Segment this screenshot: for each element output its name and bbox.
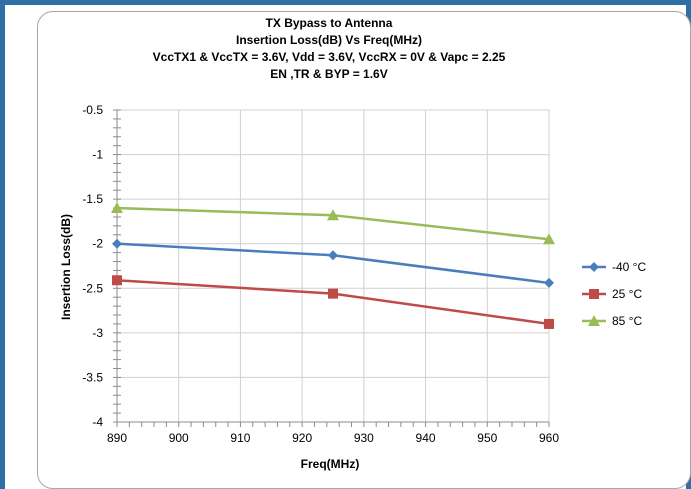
series-2 bbox=[111, 202, 555, 245]
series-1 bbox=[112, 275, 554, 329]
data-point bbox=[544, 277, 554, 288]
x-axis-label: Freq(MHz) bbox=[301, 457, 360, 471]
y-tick-label: -4 bbox=[92, 415, 103, 429]
series-0 bbox=[112, 238, 554, 288]
legend-marker bbox=[588, 315, 600, 326]
x-tick-label: 940 bbox=[416, 431, 436, 445]
data-point bbox=[327, 209, 339, 221]
legend-label: -40 °C bbox=[612, 260, 646, 274]
content-panel bbox=[5, 5, 691, 489]
tick-labels: -0.5 -1 -1.5 -2 -2.5 -3 -3.5 -4 890 900 910 920 930 9… bbox=[82, 103, 559, 445]
x-tick-label: 910 bbox=[230, 431, 250, 445]
title-line-3: VccTX1 & VccTX = 3.6V, Vdd = 3.6V, VccRX… bbox=[153, 50, 506, 64]
y-tick-label: -3.5 bbox=[82, 370, 103, 384]
title-line-2: Insertion Loss(dB) Vs Freq(MHz) bbox=[236, 33, 422, 47]
data-point bbox=[328, 288, 338, 299]
x-tick-label: 890 bbox=[107, 431, 127, 445]
y-tick-label: -2 bbox=[92, 237, 103, 251]
legend-item: 85 °C bbox=[582, 314, 642, 328]
chart-title: TX Bypass to Antenna Insertion Loss(dB) … bbox=[153, 16, 506, 81]
series-line bbox=[116, 242, 550, 285]
legend-marker bbox=[589, 289, 599, 299]
gridlines bbox=[116, 109, 550, 423]
y-tick-label: -1 bbox=[92, 148, 103, 162]
x-tick-label: 930 bbox=[354, 431, 374, 445]
data-point bbox=[111, 202, 123, 214]
data-point bbox=[112, 275, 122, 286]
title-line-4: EN ,TR & BYP = 1.6V bbox=[270, 67, 388, 81]
x-tick-label: 950 bbox=[477, 431, 497, 445]
axes bbox=[116, 110, 549, 423]
legend-label: 85 °C bbox=[612, 314, 642, 328]
y-tick-label: -3 bbox=[92, 326, 103, 340]
y-tick-label: -1.5 bbox=[82, 192, 103, 206]
legend: -40 °C 25 °C 85 °C bbox=[582, 260, 646, 328]
y-tick-label: -2.5 bbox=[82, 281, 103, 295]
legend-marker bbox=[589, 262, 599, 272]
legend-item: -40 °C bbox=[582, 260, 646, 274]
y-tick-label: -0.5 bbox=[82, 103, 103, 117]
legend-label: 25 °C bbox=[612, 287, 642, 301]
series-line bbox=[116, 279, 550, 326]
legend-item: 25 °C bbox=[582, 287, 642, 301]
title-line-1: TX Bypass to Antenna bbox=[266, 16, 393, 30]
data-point bbox=[544, 318, 554, 329]
data-point bbox=[112, 238, 122, 249]
data-point bbox=[543, 233, 555, 245]
y-axis-label: Insertion Loss(dB) bbox=[59, 214, 73, 320]
x-tick-label: 960 bbox=[539, 431, 559, 445]
x-tick-label: 920 bbox=[292, 431, 312, 445]
x-tick-label: 900 bbox=[169, 431, 189, 445]
data-point bbox=[328, 250, 338, 261]
series-group bbox=[111, 202, 555, 329]
